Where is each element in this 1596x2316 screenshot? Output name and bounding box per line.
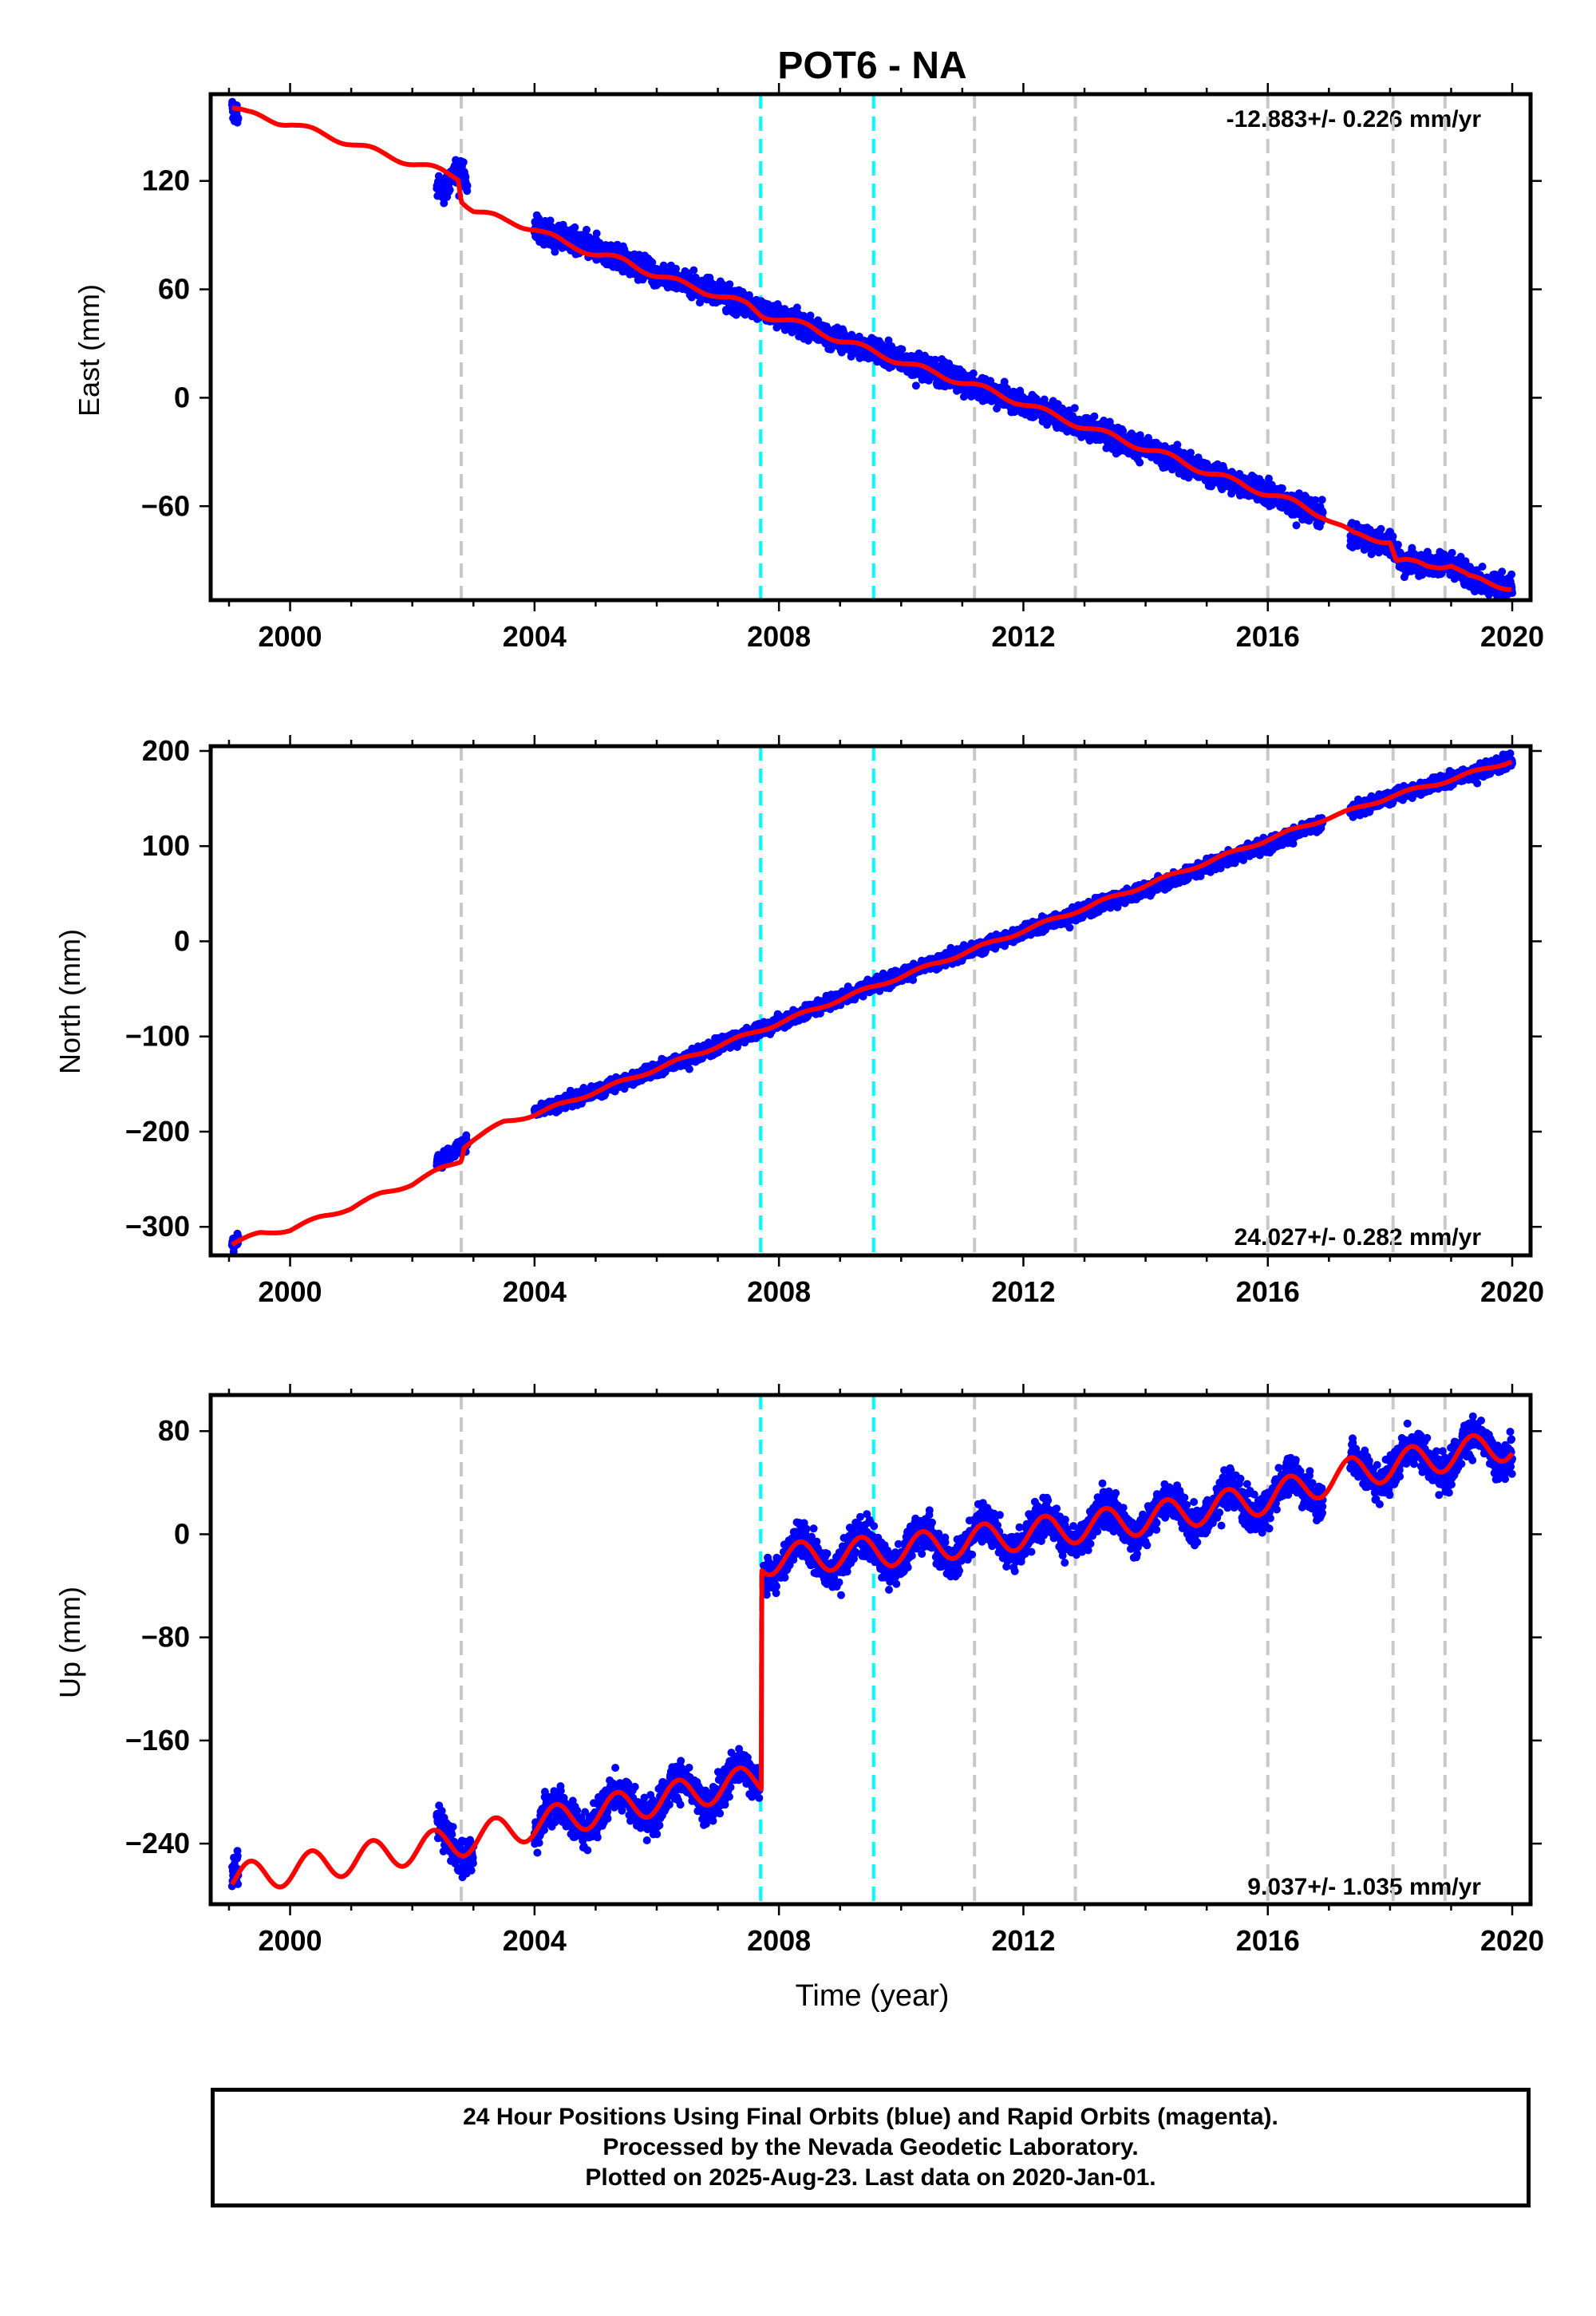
data-point	[898, 345, 907, 354]
panel-east: East (mm) -12.883+/- 0.226 mm/yr 2000 200…	[73, 83, 1544, 653]
data-point	[672, 264, 680, 273]
plot-area	[227, 746, 1516, 1255]
x-tick-label: 2008	[747, 620, 811, 653]
data-point	[459, 158, 468, 167]
data-point	[969, 369, 978, 377]
data-point	[1498, 567, 1507, 576]
data-point	[1478, 563, 1487, 571]
panel-north: North (mm) 24.027+/- 0.282 mm/yr 2000 200…	[53, 734, 1544, 1308]
data-point	[691, 273, 700, 282]
data-point	[1090, 412, 1099, 421]
y-tick-label: 60	[158, 273, 190, 306]
data-point	[792, 303, 801, 312]
ylabel-north: North (mm)	[53, 929, 86, 1074]
data-point	[434, 172, 443, 180]
plot-area	[227, 94, 1516, 600]
rate-label-east: -12.883+/- 0.226 mm/yr	[1227, 106, 1482, 132]
data-point	[546, 216, 555, 225]
data-point	[1278, 484, 1286, 492]
data-point	[1377, 524, 1385, 533]
ylabel-east: East (mm)	[73, 284, 105, 417]
data-point	[911, 381, 920, 390]
model-line-east	[231, 105, 1513, 592]
data-point	[592, 229, 601, 238]
data-point	[440, 199, 448, 207]
data-point	[1448, 548, 1456, 557]
x-tick-label: 2012	[991, 620, 1055, 653]
data-point	[806, 311, 815, 320]
data-point	[685, 1065, 693, 1073]
x-tick-label: 2020	[1480, 620, 1544, 653]
data-point	[463, 181, 472, 190]
data-point	[551, 247, 559, 256]
data-point	[648, 258, 657, 267]
chart-title: POT6 - NA	[777, 45, 966, 87]
x-tick-label: 2004	[503, 620, 567, 653]
data-point	[1389, 532, 1397, 540]
data-point	[234, 114, 243, 122]
data-point	[445, 185, 454, 194]
data-point	[1136, 458, 1144, 467]
data-point	[689, 266, 698, 275]
data-point	[1070, 404, 1079, 413]
y-tick-label: 0	[174, 381, 190, 413]
data-point	[1000, 377, 1009, 386]
data-point	[687, 293, 696, 302]
x-tick-label: 2016	[1236, 620, 1300, 653]
y-tick-label: −60	[141, 489, 190, 522]
data-point	[571, 223, 579, 231]
data-point	[539, 240, 548, 249]
data-point	[1507, 570, 1516, 579]
data-point	[1393, 540, 1402, 549]
data-point	[1317, 496, 1326, 504]
data-point	[725, 280, 734, 289]
data-point	[722, 307, 731, 316]
data-point	[1292, 521, 1301, 530]
y-tick-label: 120	[142, 164, 190, 197]
data-point	[583, 225, 591, 234]
x-tick-label: 2000	[258, 620, 322, 653]
